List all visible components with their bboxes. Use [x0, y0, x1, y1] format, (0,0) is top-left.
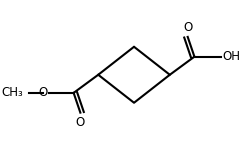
Text: OH: OH: [222, 50, 240, 63]
Text: O: O: [76, 116, 85, 129]
Text: O: O: [39, 86, 48, 99]
Text: O: O: [183, 21, 192, 34]
Text: CH₃: CH₃: [1, 86, 23, 99]
